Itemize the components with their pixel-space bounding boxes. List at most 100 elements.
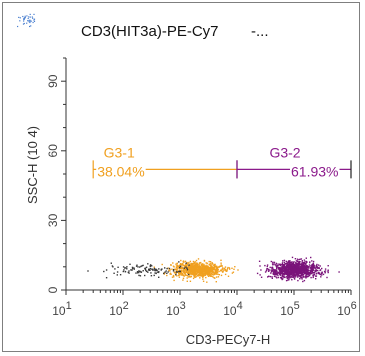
event-dot — [185, 274, 187, 276]
event-dot — [321, 267, 323, 270]
event-dot — [272, 269, 274, 271]
event-dot — [202, 274, 205, 277]
x-tick-label: 103 — [166, 300, 185, 318]
event-dot — [294, 270, 296, 272]
event-dot — [327, 269, 329, 271]
event-dot — [111, 265, 114, 267]
event-dot — [289, 272, 291, 274]
event-dot — [209, 272, 211, 274]
event-dot — [291, 272, 293, 274]
event-dot — [289, 274, 292, 276]
event-dot — [283, 270, 286, 272]
event-dot — [182, 273, 184, 275]
event-dot — [275, 262, 277, 265]
event-dot — [301, 266, 303, 268]
event-dot — [179, 265, 182, 267]
event-dot — [201, 275, 203, 277]
icon-dot — [18, 16, 20, 18]
event-dot — [319, 273, 322, 276]
event-dot — [215, 272, 218, 274]
event-dot — [312, 276, 314, 279]
event-dot — [184, 260, 187, 263]
event-dot — [291, 265, 294, 268]
event-dot — [295, 267, 297, 269]
event-dot — [275, 264, 277, 266]
event-dot — [214, 268, 216, 271]
gates-layer[interactable]: G3-1 38.04% G3-2 61.93% — [92, 144, 352, 180]
event-dot — [145, 266, 148, 268]
event-dot — [319, 265, 321, 267]
event-dot — [274, 271, 277, 273]
event-dot — [268, 269, 270, 271]
event-dot — [315, 268, 317, 270]
event-dot — [312, 275, 314, 277]
event-dot — [288, 262, 290, 265]
event-dot — [194, 273, 196, 275]
event-dot — [184, 271, 186, 274]
event-dot — [168, 267, 171, 270]
event-dot — [285, 272, 287, 275]
event-dot — [296, 258, 299, 260]
event-dot — [293, 261, 295, 263]
event-dot — [148, 268, 150, 270]
event-dot — [189, 264, 191, 266]
event-dot — [290, 264, 293, 267]
event-dot — [275, 272, 277, 274]
event-dot — [179, 266, 182, 268]
event-dot — [205, 267, 208, 269]
event-dot — [226, 267, 229, 270]
event-dot — [176, 264, 179, 267]
event-dot — [290, 276, 292, 279]
event-dot — [312, 274, 314, 276]
x-tick-label: 106 — [337, 300, 356, 318]
event-dot — [310, 269, 312, 272]
event-dot — [291, 256, 294, 259]
event-dot — [220, 262, 222, 264]
event-dot — [212, 267, 214, 269]
event-dot — [152, 269, 154, 271]
event-dot — [142, 264, 144, 267]
event-dot — [301, 274, 304, 276]
event-dot — [181, 264, 183, 266]
gate-label-bg — [96, 163, 146, 180]
event-dot — [194, 276, 196, 278]
event-dot — [310, 276, 312, 279]
event-dot — [282, 267, 284, 270]
event-dot — [275, 265, 277, 267]
event-dot — [158, 268, 160, 270]
event-dot — [202, 278, 204, 280]
event-dot — [282, 264, 284, 266]
event-dot — [128, 270, 130, 272]
event-dot — [112, 266, 114, 268]
event-dot — [317, 272, 320, 275]
event-dot — [305, 270, 308, 273]
event-dot — [299, 278, 301, 280]
event-dot — [304, 262, 307, 265]
event-dot — [280, 277, 283, 280]
event-dot — [221, 268, 224, 270]
event-dot — [306, 273, 308, 275]
event-dot — [275, 266, 278, 268]
event-dot — [204, 271, 207, 274]
event-dot — [298, 275, 301, 277]
event-dot — [211, 268, 213, 270]
event-dot — [286, 268, 288, 270]
event-dot — [145, 269, 147, 271]
event-dot — [300, 275, 303, 277]
event-dot — [303, 268, 305, 271]
event-dot — [196, 269, 198, 271]
event-dot — [202, 276, 204, 279]
event-dot — [290, 269, 292, 271]
event-dot — [301, 265, 303, 267]
event-dot — [299, 264, 301, 266]
event-dot — [190, 263, 193, 265]
event-dot — [290, 263, 292, 266]
icon-dot — [23, 17, 25, 19]
event-dot — [277, 263, 279, 265]
axes: 0 30 60 90 101 102 103 104 105 106 — [46, 57, 357, 318]
event-dot — [105, 277, 108, 279]
event-dot — [322, 273, 325, 276]
event-dot — [297, 262, 299, 265]
event-dot — [203, 272, 205, 275]
event-dot — [176, 269, 178, 271]
